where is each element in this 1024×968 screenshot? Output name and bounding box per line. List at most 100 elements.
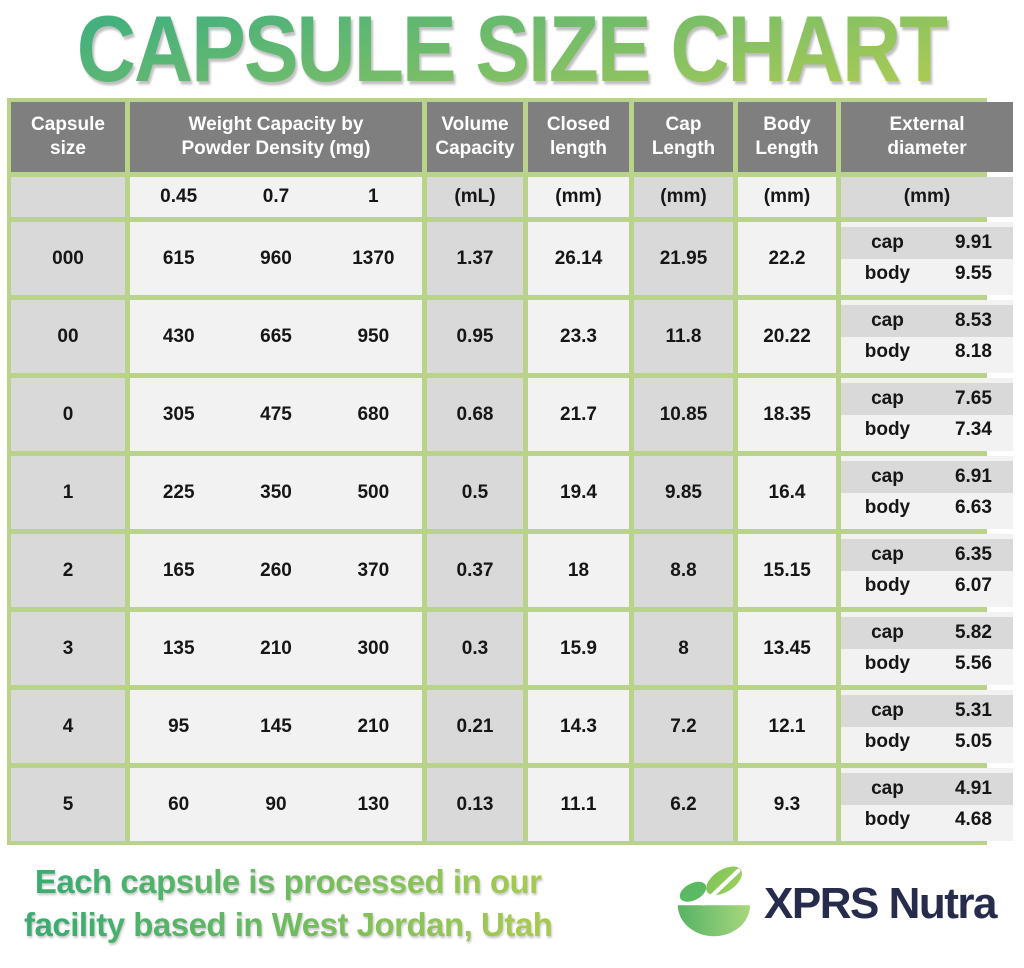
weight-capacity-cell: 430 665 950 <box>130 300 422 373</box>
weight-value: 305 <box>162 403 195 425</box>
cap-length-cell: 11.8 <box>634 300 733 373</box>
ext-cap-value: 8.53 <box>954 309 992 331</box>
weight-value: 225 <box>162 481 195 503</box>
col-header-closed-length: Closed length <box>528 102 629 172</box>
closed-length-cell: 21.7 <box>528 378 629 451</box>
body-length-cell: 9.3 <box>738 768 836 841</box>
unit-closed-length: (mm) <box>528 177 629 217</box>
ext-body-value: 5.05 <box>954 731 992 753</box>
ext-cap-row: cap 6.91 <box>841 461 1013 493</box>
ext-body-row: body 5.05 <box>841 727 1013 759</box>
ext-body-label: body <box>864 341 911 363</box>
ext-cap-label: cap <box>871 231 904 253</box>
weight-value: 430 <box>162 325 195 347</box>
page-title: CAPSULE SIZE CHART <box>76 0 950 102</box>
brand-name: XPRS Nutra <box>764 878 997 928</box>
ext-body-value: 5.56 <box>954 653 992 675</box>
subheader-densities: 0.45 0.7 1 <box>130 177 422 217</box>
weight-value: 1370 <box>352 247 395 269</box>
weight-value: 260 <box>260 559 292 581</box>
ext-cap-value: 5.31 <box>954 699 992 721</box>
ext-cap-value: 9.91 <box>954 231 992 253</box>
weight-value: 130 <box>357 793 390 815</box>
external-diameter-cell: cap 6.91 body 6.63 <box>841 456 1013 529</box>
unit-external-diameter: (mm) <box>841 177 1013 217</box>
closed-length-cell: 18 <box>528 534 629 607</box>
ext-body-row: body 8.18 <box>841 337 1013 369</box>
weight-value: 680 <box>357 403 390 425</box>
tagline-line-2: facility based in West Jordan, Utah <box>24 905 553 943</box>
ext-cap-value: 6.35 <box>954 543 992 565</box>
capsule-size-cell: 000 <box>11 222 125 295</box>
weight-value: 615 <box>162 247 195 269</box>
external-diameter-cell: cap 8.53 body 8.18 <box>841 300 1013 373</box>
closed-length-cell: 19.4 <box>528 456 629 529</box>
ext-cap-label: cap <box>871 777 904 799</box>
capsule-size-table: Capsule size Weight Capacity by Powder D… <box>7 98 1013 845</box>
ext-body-label: body <box>864 419 911 441</box>
ext-cap-row: cap 9.91 <box>841 227 1013 259</box>
ext-cap-value: 4.91 <box>954 777 992 799</box>
volume-capacity-cell: 0.68 <box>427 378 523 451</box>
ext-cap-label: cap <box>871 621 904 643</box>
volume-capacity-cell: 0.21 <box>427 690 523 763</box>
ext-cap-label: cap <box>871 309 904 331</box>
ext-cap-row: cap 4.91 <box>841 773 1013 805</box>
capsule-size-cell: 4 <box>11 690 125 763</box>
external-diameter-cell: cap 4.91 body 4.68 <box>841 768 1013 841</box>
weight-capacity-cell: 225 350 500 <box>130 456 422 529</box>
weight-capacity-cell: 135 210 300 <box>130 612 422 685</box>
weight-value: 475 <box>260 403 292 425</box>
body-length-cell: 15.15 <box>738 534 836 607</box>
capsule-size-cell: 00 <box>11 300 125 373</box>
ext-cap-row: cap 5.82 <box>841 617 1013 649</box>
cap-length-cell: 10.85 <box>634 378 733 451</box>
volume-capacity-cell: 0.13 <box>427 768 523 841</box>
body-length-cell: 22.2 <box>738 222 836 295</box>
ext-cap-value: 7.65 <box>954 387 992 409</box>
closed-length-cell: 11.1 <box>528 768 629 841</box>
volume-capacity-cell: 1.37 <box>427 222 523 295</box>
weight-capacity-cell: 95 145 210 <box>130 690 422 763</box>
ext-body-value: 9.55 <box>954 263 992 285</box>
col-header-capsule-size: Capsule size <box>11 102 125 172</box>
weight-capacity-cell: 305 475 680 <box>130 378 422 451</box>
body-length-cell: 12.1 <box>738 690 836 763</box>
ext-cap-row: cap 5.31 <box>841 695 1013 727</box>
ext-body-label: body <box>864 653 911 675</box>
ext-cap-value: 6.91 <box>954 465 992 487</box>
cap-length-cell: 21.95 <box>634 222 733 295</box>
col-header-external-diameter: External diameter <box>841 102 1013 172</box>
subheader-capsule-size-empty <box>11 177 125 217</box>
col-header-body-length: Body Length <box>738 102 836 172</box>
body-length-cell: 18.35 <box>738 378 836 451</box>
ext-body-row: body 6.07 <box>841 571 1013 603</box>
closed-length-cell: 14.3 <box>528 690 629 763</box>
weight-value: 210 <box>357 715 390 737</box>
unit-volume: (mL) <box>427 177 523 217</box>
unit-cap-length: (mm) <box>634 177 733 217</box>
external-diameter-cell: cap 9.91 body 9.55 <box>841 222 1013 295</box>
weight-value: 370 <box>357 559 390 581</box>
capsule-size-cell: 1 <box>11 456 125 529</box>
volume-capacity-cell: 0.95 <box>427 300 523 373</box>
ext-body-row: body 7.34 <box>841 415 1013 447</box>
weight-value: 60 <box>168 793 190 815</box>
external-diameter-cell: cap 5.82 body 5.56 <box>841 612 1013 685</box>
capsule-size-cell: 2 <box>11 534 125 607</box>
col-header-volume-capacity: Volume Capacity <box>427 102 523 172</box>
ext-cap-row: cap 8.53 <box>841 305 1013 337</box>
col-header-weight-capacity: Weight Capacity by Powder Density (mg) <box>130 102 422 172</box>
weight-value: 665 <box>260 325 292 347</box>
brand-logo: XPRS Nutra <box>672 859 1004 948</box>
volume-capacity-cell: 0.3 <box>427 612 523 685</box>
page-footer: Each capsule is processed in our facilit… <box>0 859 1024 948</box>
ext-body-value: 7.34 <box>954 419 992 441</box>
weight-value: 210 <box>260 637 292 659</box>
cap-length-cell: 8.8 <box>634 534 733 607</box>
weight-value: 500 <box>357 481 390 503</box>
external-diameter-cell: cap 5.31 body 5.05 <box>841 690 1013 763</box>
page-header: CAPSULE SIZE CHART <box>0 2 1024 98</box>
ext-body-label: body <box>864 731 911 753</box>
body-length-cell: 20.22 <box>738 300 836 373</box>
